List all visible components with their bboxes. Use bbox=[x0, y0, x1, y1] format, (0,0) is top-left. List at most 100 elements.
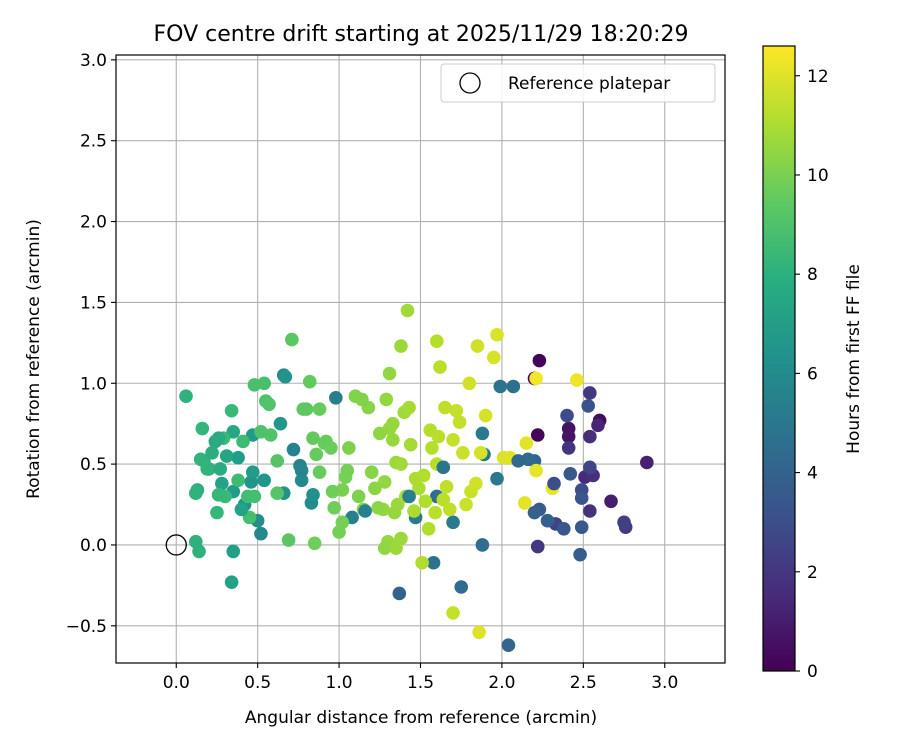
y-tick-label: 1.0 bbox=[80, 374, 107, 394]
data-point bbox=[486, 350, 501, 365]
data-point bbox=[519, 436, 534, 450]
data-point bbox=[574, 520, 589, 534]
data-point bbox=[179, 389, 193, 403]
data-point bbox=[561, 441, 576, 455]
data-point bbox=[270, 454, 285, 468]
data-point bbox=[188, 486, 203, 501]
x-tick-label: 2.5 bbox=[570, 673, 597, 693]
data-point bbox=[478, 408, 493, 423]
data-point bbox=[472, 625, 486, 640]
data-point bbox=[583, 429, 597, 444]
data-point bbox=[640, 455, 654, 470]
data-point bbox=[386, 433, 400, 447]
data-point bbox=[400, 303, 415, 318]
legend-reference-marker bbox=[459, 72, 481, 94]
x-axis-ticks: 0.0 0.5 1.0 1.5 2.0 2.5 3.0 bbox=[163, 663, 678, 693]
colorbar-tick-label: 6 bbox=[807, 364, 818, 384]
data-point bbox=[540, 513, 555, 528]
data-point bbox=[561, 429, 576, 444]
x-tick-label: 0.0 bbox=[163, 673, 190, 693]
colorbar-label: Hours from first FF file bbox=[844, 264, 864, 454]
data-point bbox=[389, 541, 403, 555]
data-point bbox=[340, 463, 355, 478]
data-point bbox=[547, 476, 561, 491]
y-tick-label: 2.5 bbox=[80, 132, 107, 152]
data-point bbox=[581, 399, 596, 413]
data-point bbox=[215, 476, 229, 491]
data-point bbox=[428, 505, 442, 520]
data-point bbox=[213, 462, 228, 476]
data-point bbox=[456, 445, 470, 460]
data-point bbox=[234, 502, 249, 517]
data-point bbox=[532, 353, 547, 368]
data-point bbox=[506, 379, 521, 394]
data-point bbox=[617, 515, 631, 530]
data-point bbox=[329, 391, 343, 405]
colorbar-tick-label: 10 bbox=[807, 166, 829, 186]
data-point bbox=[431, 429, 446, 444]
y-tick-label: 3.0 bbox=[80, 51, 107, 71]
colorbar-tick-label: 8 bbox=[807, 265, 818, 285]
data-point bbox=[307, 536, 322, 551]
grid-lines bbox=[116, 55, 725, 663]
data-point bbox=[446, 433, 460, 447]
data-point bbox=[377, 541, 392, 555]
data-point bbox=[493, 379, 508, 394]
x-tick-label: 1.5 bbox=[407, 673, 434, 693]
data-point bbox=[382, 366, 397, 381]
legend-entry-reference: Reference platepar bbox=[508, 74, 670, 94]
data-point bbox=[224, 575, 239, 589]
data-point bbox=[452, 415, 467, 429]
data-point bbox=[563, 467, 578, 481]
data-point bbox=[583, 386, 597, 400]
colorbar-tick-label: 2 bbox=[807, 563, 818, 583]
data-points bbox=[179, 303, 654, 653]
data-point bbox=[351, 489, 366, 504]
data-point bbox=[306, 431, 320, 446]
data-point bbox=[604, 494, 618, 509]
data-point bbox=[415, 555, 429, 570]
data-point bbox=[312, 465, 327, 479]
data-point bbox=[188, 534, 203, 549]
data-point bbox=[469, 476, 483, 491]
data-point bbox=[459, 497, 473, 512]
x-axis-label: Angular distance from reference (arcmin) bbox=[245, 708, 597, 728]
data-point bbox=[402, 489, 416, 504]
data-point bbox=[294, 473, 309, 488]
data-point bbox=[281, 533, 296, 547]
data-point bbox=[418, 494, 433, 509]
data-point bbox=[236, 434, 250, 449]
data-point bbox=[364, 465, 379, 479]
data-point bbox=[245, 465, 260, 479]
legend-box bbox=[440, 63, 716, 103]
data-point bbox=[407, 504, 421, 518]
data-point bbox=[358, 504, 372, 518]
data-point bbox=[294, 463, 309, 478]
data-point bbox=[231, 473, 245, 488]
data-point bbox=[254, 424, 268, 439]
y-tick-label: 0.5 bbox=[80, 455, 107, 475]
data-point bbox=[583, 504, 597, 518]
data-point bbox=[302, 374, 317, 389]
data-point bbox=[377, 475, 392, 489]
data-point bbox=[529, 371, 543, 386]
data-point bbox=[210, 505, 224, 520]
data-point bbox=[462, 376, 477, 391]
y-tick-label: 2.0 bbox=[80, 213, 107, 233]
data-point bbox=[262, 397, 276, 412]
x-tick-label: 0.5 bbox=[244, 673, 271, 693]
data-point bbox=[443, 502, 457, 517]
data-point bbox=[355, 392, 369, 407]
data-point bbox=[403, 437, 418, 452]
y-axis-ticks: −0.5 0.0 0.5 1.0 1.5 2.0 2.5 3.0 bbox=[66, 51, 116, 637]
data-point bbox=[475, 538, 490, 552]
data-point bbox=[278, 369, 293, 384]
data-point bbox=[530, 428, 545, 442]
chart-title: FOV centre drift starting at 2025/11/29 … bbox=[154, 22, 689, 47]
data-point bbox=[394, 339, 408, 353]
data-point bbox=[449, 403, 464, 418]
data-point bbox=[342, 441, 356, 455]
data-point bbox=[425, 441, 439, 455]
data-point bbox=[470, 339, 485, 353]
data-point bbox=[327, 500, 341, 515]
